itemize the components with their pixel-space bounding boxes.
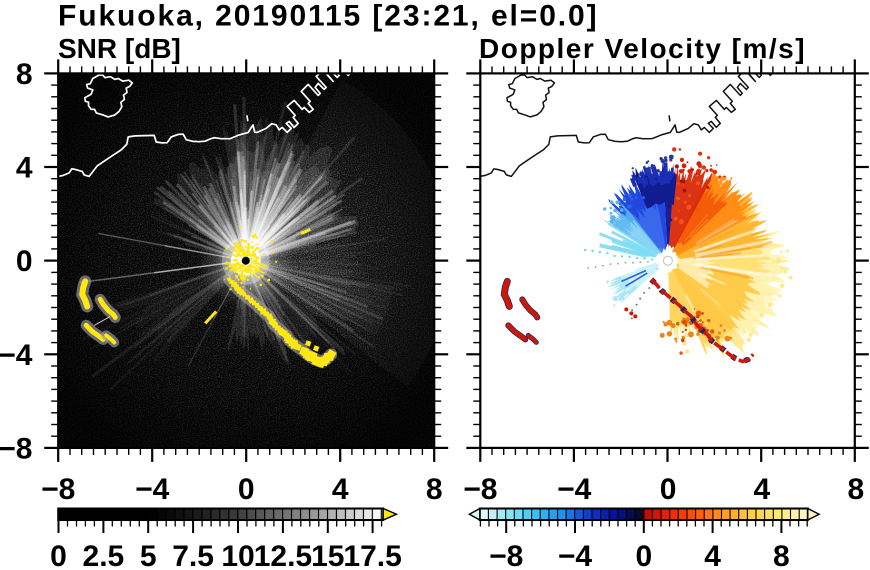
svg-text:0: 0 <box>635 540 652 570</box>
svg-text:−8: −8 <box>463 473 497 506</box>
svg-text:−4: −4 <box>557 473 592 506</box>
svg-text:8: 8 <box>426 473 443 506</box>
svg-text:4: 4 <box>704 540 721 570</box>
svg-text:12.5: 12.5 <box>254 540 312 570</box>
svg-text:Doppler Velocity [m/s]: Doppler Velocity [m/s] <box>479 33 806 64</box>
svg-text:−8: −8 <box>489 540 523 570</box>
svg-text:−4: −4 <box>558 540 593 570</box>
svg-text:−4: −4 <box>0 339 33 372</box>
svg-text:0: 0 <box>16 245 33 278</box>
svg-text:−8: −8 <box>41 473 75 506</box>
svg-text:5: 5 <box>140 540 157 570</box>
svg-text:−4: −4 <box>135 473 170 506</box>
svg-text:4: 4 <box>16 152 33 185</box>
svg-text:0: 0 <box>50 540 67 570</box>
svg-text:SNR [dB]: SNR [dB] <box>58 33 181 64</box>
svg-text:4: 4 <box>332 473 349 506</box>
svg-text:0: 0 <box>660 473 677 506</box>
svg-text:0: 0 <box>238 473 255 506</box>
svg-text:2.5: 2.5 <box>83 540 125 570</box>
svg-text:8: 8 <box>16 58 33 91</box>
svg-text:−8: −8 <box>0 432 33 465</box>
svg-text:4: 4 <box>754 473 771 506</box>
svg-text:10: 10 <box>221 540 254 570</box>
svg-text:Fukuoka, 20190115 [23:21, el=0: Fukuoka, 20190115 [23:21, el=0.0] <box>58 0 599 33</box>
svg-text:8: 8 <box>847 473 864 506</box>
svg-text:17.5: 17.5 <box>343 540 401 570</box>
svg-text:7.5: 7.5 <box>172 540 214 570</box>
svg-text:8: 8 <box>773 540 790 570</box>
svg-text:15: 15 <box>311 540 344 570</box>
